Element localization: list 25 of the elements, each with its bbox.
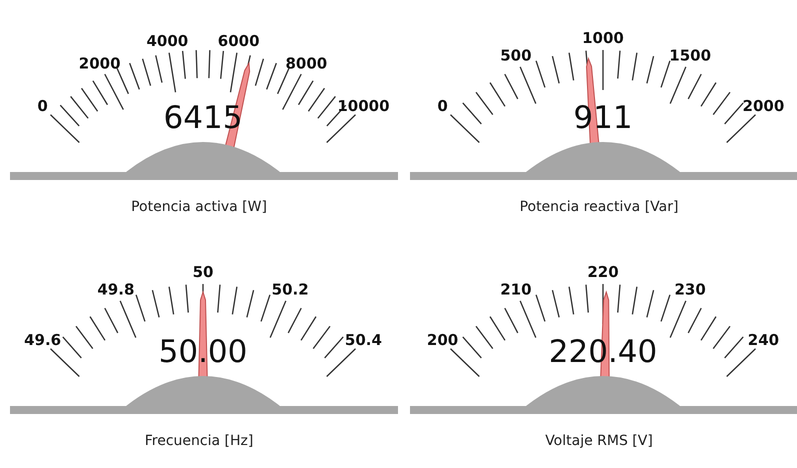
text: 240 [748, 330, 780, 349]
text: 220 [587, 262, 619, 281]
text: 0 [37, 96, 48, 115]
text: 210 [500, 280, 532, 299]
text: 1000 [582, 28, 624, 47]
text: Voltaje RMS [V] [545, 433, 653, 450]
text: 2000 [78, 54, 121, 72]
text: 230 [674, 280, 706, 299]
text: 50 [192, 262, 214, 281]
text: 0 [437, 96, 448, 115]
text: 500 [500, 46, 532, 65]
text: Frecuencia [Hz] [144, 433, 254, 450]
text: 49.6 [24, 330, 62, 349]
text: 1500 [669, 46, 712, 65]
text: Potencia activa [W] [131, 199, 267, 216]
text: 50.2 [272, 280, 309, 299]
text: 200 [426, 330, 458, 349]
text: 4000 [146, 32, 188, 50]
text: 10000 [337, 96, 390, 115]
text: 49.8 [97, 280, 134, 299]
text: 50.4 [344, 330, 382, 349]
text: 8000 [285, 54, 328, 72]
text: 6000 [218, 32, 260, 50]
text: Potencia reactiva [Var] [520, 199, 678, 216]
text: 2000 [742, 96, 784, 115]
